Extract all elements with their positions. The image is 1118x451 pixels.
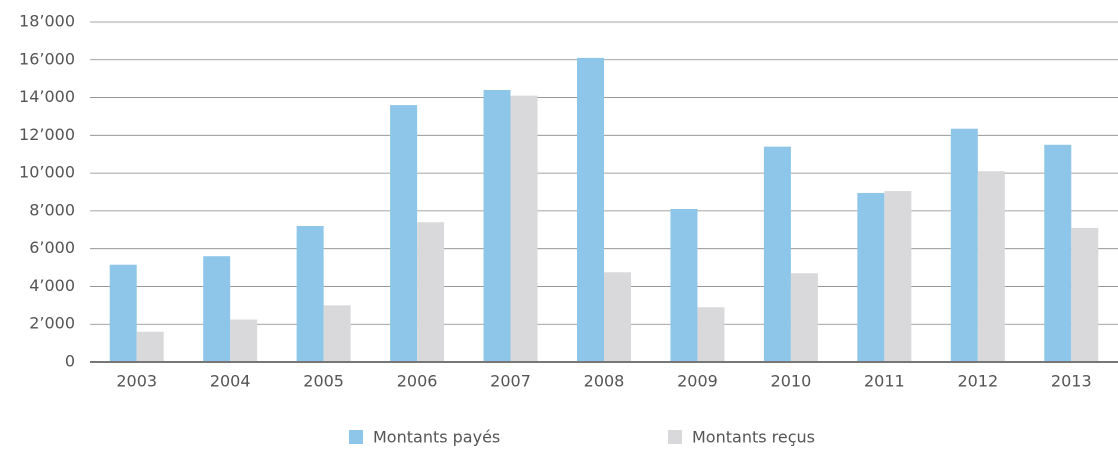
x-tick-label: 2004	[210, 372, 251, 391]
bar	[884, 191, 912, 362]
y-tick-label: 0	[65, 352, 75, 371]
bar	[323, 305, 351, 362]
bar	[136, 331, 164, 362]
bar	[763, 146, 791, 362]
legend-swatch	[349, 430, 363, 444]
y-tick-label: 8’000	[29, 200, 75, 219]
x-tick-label: 2007	[490, 372, 531, 391]
bar	[950, 128, 978, 362]
y-tick-label: 10’000	[19, 163, 75, 182]
bar	[390, 105, 418, 362]
bar	[670, 209, 698, 362]
bar	[417, 222, 445, 362]
bar	[483, 90, 511, 362]
y-tick-label: 6’000	[29, 238, 75, 257]
legend-swatch	[668, 430, 682, 444]
bar	[697, 307, 725, 362]
bar	[604, 272, 631, 362]
legend-label: Montants payés	[373, 428, 500, 447]
y-tick-label: 12’000	[19, 125, 75, 144]
y-tick-label: 16’000	[19, 49, 75, 68]
bar	[1044, 144, 1072, 362]
y-tick-label: 4’000	[29, 276, 75, 295]
x-tick-label: 2003	[116, 372, 157, 391]
bar	[790, 273, 818, 362]
bar	[577, 57, 604, 363]
x-tick-label: 2010	[771, 372, 812, 391]
x-tick-label: 2006	[397, 372, 438, 391]
y-tick-label: 2’000	[29, 314, 75, 333]
x-tick-label: 2005	[303, 372, 344, 391]
bar	[109, 264, 137, 362]
bar	[203, 256, 231, 362]
bar	[857, 192, 885, 362]
x-tick-label: 2013	[1051, 372, 1092, 391]
legend-label: Montants reçus	[692, 428, 815, 447]
x-tick-label: 2009	[677, 372, 718, 391]
bar	[230, 319, 258, 362]
bar	[1071, 227, 1099, 362]
bar	[296, 226, 324, 362]
bar	[510, 95, 538, 363]
y-tick-label: 18’000	[19, 12, 75, 31]
x-tick-label: 2012	[957, 372, 998, 391]
bar	[977, 171, 1005, 362]
y-tick-label: 14’000	[19, 87, 75, 106]
x-tick-label: 2008	[584, 372, 625, 391]
x-tick-label: 2011	[864, 372, 905, 391]
